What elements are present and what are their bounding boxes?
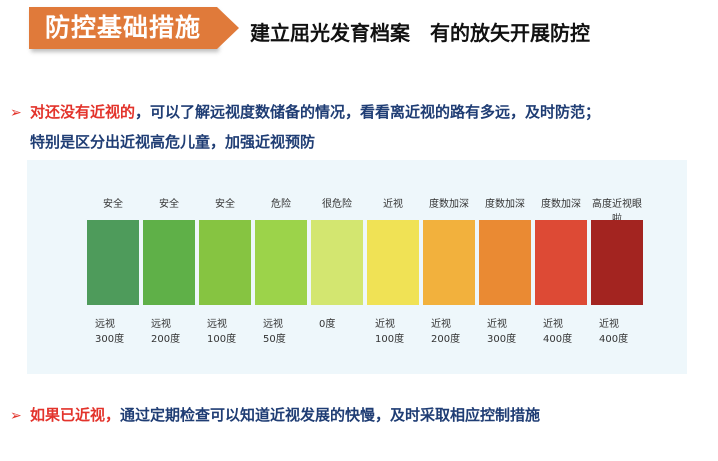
subtitle-part2: 有的放矢开展防控 bbox=[430, 21, 590, 45]
scale-bottom-label-line2: 200度 bbox=[431, 332, 479, 347]
scale-color-segment bbox=[423, 220, 475, 305]
scale-top-label: 度数加深 bbox=[535, 197, 587, 212]
scale-bottom-label: 远视 300度 bbox=[87, 317, 143, 347]
scale-bottom-label: 远视 100度 bbox=[199, 317, 255, 347]
scale-bottom-label-line2: 50度 bbox=[263, 332, 311, 347]
scale-top-label: 危险 bbox=[255, 197, 307, 212]
scale-color-segment bbox=[311, 220, 363, 305]
scale-top-label: 近视 bbox=[367, 197, 419, 212]
bullet-1-text: ，可以了解远视度数储备的情况，看看离近视的路有多远，及时防范； bbox=[135, 103, 600, 121]
scale-color-segment bbox=[199, 220, 251, 305]
bullet-2-text: 特别是区分出近视高危儿童，加强近视预防 bbox=[30, 133, 315, 151]
scale-bottom-label-line1: 近视 bbox=[431, 317, 479, 332]
title-badge: 防控基础措施 bbox=[29, 7, 217, 49]
scale-top-label: 安全 bbox=[87, 197, 139, 212]
title-bar: 防控基础措施 建立屈光发育档案 有的放矢开展防控 bbox=[0, 0, 718, 72]
scale-bottom-label-line2: 200度 bbox=[151, 332, 199, 347]
scale-top-labels: 安全安全安全危险很危险近视度数加深度数加深度数加深高度近视眼啦 bbox=[87, 197, 647, 215]
scale-bottom-label: 0度 bbox=[311, 317, 367, 332]
scale-color-segment bbox=[367, 220, 419, 305]
page-subtitle: 建立屈光发育档案 有的放矢开展防控 bbox=[250, 17, 590, 46]
scale-top-label: 安全 bbox=[143, 197, 195, 212]
scale-top-label: 很危险 bbox=[311, 197, 363, 212]
scale-color-segment bbox=[535, 220, 587, 305]
scale-color-segment bbox=[591, 220, 643, 305]
bullet-arrow-icon: ➢ bbox=[10, 408, 30, 424]
scale-bottom-label: 近视 400度 bbox=[591, 317, 647, 347]
scale-bottom-label: 近视 100度 bbox=[367, 317, 423, 347]
scale-bottom-label-line1: 近视 bbox=[543, 317, 591, 332]
scale-color-segment bbox=[479, 220, 531, 305]
scale-bottom-label-line1: 近视 bbox=[375, 317, 423, 332]
scale-bottom-label-line1: 远视 bbox=[207, 317, 255, 332]
bullet-arrow-icon: ➢ bbox=[10, 105, 30, 121]
scale-bottom-label-line1: 远视 bbox=[95, 317, 143, 332]
scale-bottom-label: 近视 200度 bbox=[423, 317, 479, 347]
subtitle-part1: 建立屈光发育档案 bbox=[250, 21, 410, 45]
scale-bottom-label-line1: 远视 bbox=[263, 317, 311, 332]
title-arrow-shape bbox=[217, 7, 239, 49]
bullet-line-3: ➢ 如果已近视，通过定期检查可以知道近视发展的快慢，及时采取相应控制措施 bbox=[10, 404, 540, 425]
scale-bottom-label: 近视 300度 bbox=[479, 317, 535, 347]
bullet-line-2: 特别是区分出近视高危儿童，加强近视预防 bbox=[30, 131, 315, 152]
scale-bottom-labels: 远视 300度 远视 200度 远视 100度 远视 50度 0度 近视 100度 近视 200度 近视 3… bbox=[87, 317, 647, 353]
scale-bottom-label-line2: 300度 bbox=[487, 332, 535, 347]
scale-color-bars bbox=[87, 220, 647, 305]
scale-bottom-label-line2: 100度 bbox=[207, 332, 255, 347]
scale-bottom-label-line1: 远视 bbox=[151, 317, 199, 332]
scale-bottom-label-line1: 近视 bbox=[599, 317, 647, 332]
scale-bottom-label-line1: 0度 bbox=[319, 317, 367, 332]
vision-scale-panel: 安全安全安全危险很危险近视度数加深度数加深度数加深高度近视眼啦 远视300度远视… bbox=[27, 160, 687, 374]
bullet-1-highlight: 对还没有近视的 bbox=[30, 103, 135, 121]
scale-bottom-label: 远视 200度 bbox=[143, 317, 199, 347]
scale-color-segment bbox=[143, 220, 195, 305]
scale-top-label: 度数加深 bbox=[479, 197, 531, 212]
scale-top-label: 度数加深 bbox=[423, 197, 475, 212]
title-badge-text: 防控基础措施 bbox=[29, 7, 217, 49]
scale-bottom-label-line2: 400度 bbox=[543, 332, 591, 347]
bullet-line-1: ➢ 对还没有近视的，可以了解远视度数储备的情况，看看离近视的路有多远，及时防范； bbox=[10, 101, 600, 122]
scale-bottom-label-line2: 100度 bbox=[375, 332, 423, 347]
scale-bottom-label: 远视 50度 bbox=[255, 317, 311, 347]
bullet-3-highlight: 如果已近视， bbox=[30, 406, 120, 424]
scale-color-segment bbox=[87, 220, 139, 305]
scale-top-label: 安全 bbox=[199, 197, 251, 212]
scale-color-segment bbox=[255, 220, 307, 305]
scale-bottom-label-line2: 300度 bbox=[95, 332, 143, 347]
scale-bottom-label: 近视 400度 bbox=[535, 317, 591, 347]
bullet-3-text: 通过定期检查可以知道近视发展的快慢，及时采取相应控制措施 bbox=[120, 406, 540, 424]
scale-bottom-label-line2: 400度 bbox=[599, 332, 647, 347]
scale-bottom-label-line1: 近视 bbox=[487, 317, 535, 332]
